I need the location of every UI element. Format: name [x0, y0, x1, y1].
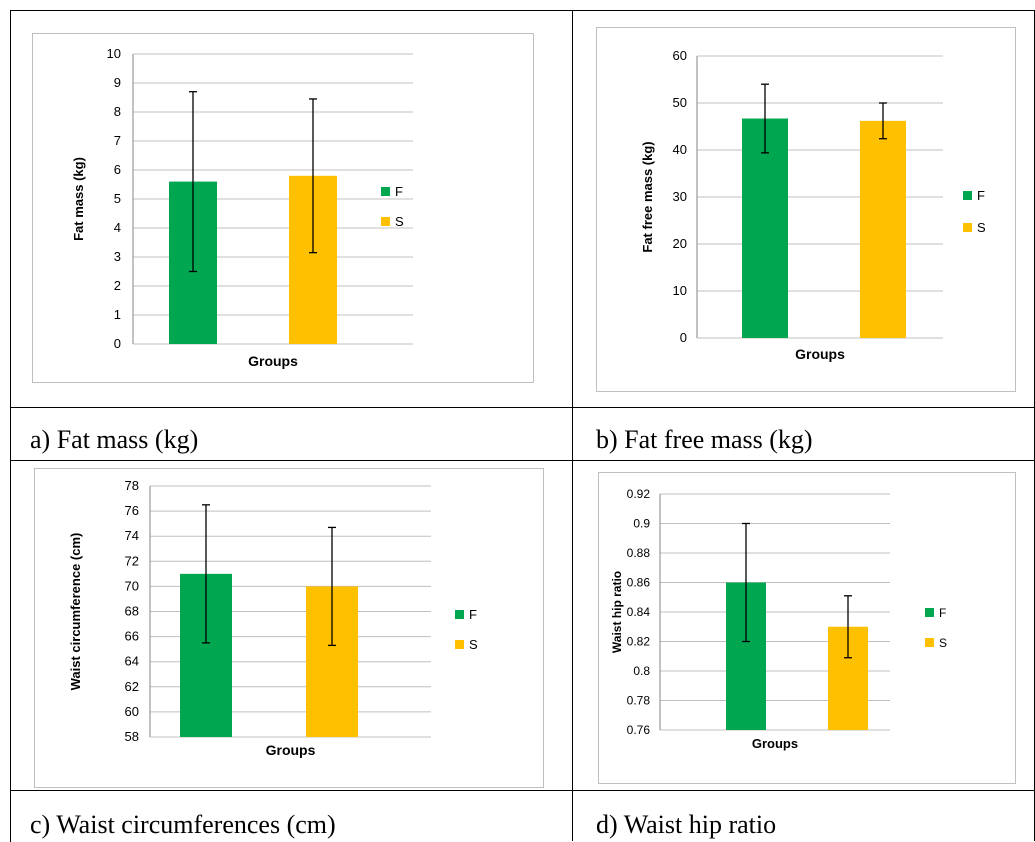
- y-tick-label: 7: [114, 133, 121, 148]
- legend-swatch-S: [963, 223, 972, 232]
- y-tick-label: 0.76: [627, 723, 651, 737]
- chart-panel-waist-circumference: 58 60 62 64 66 68 70 72 74 76 78 Groups Waist circum…: [34, 468, 544, 788]
- y-tick-label: 66: [125, 629, 139, 644]
- y-tick-label: 60: [673, 48, 687, 63]
- y-tick-label: 0: [680, 330, 687, 345]
- legend-label-S: S: [939, 636, 947, 650]
- y-tick-label: 9: [114, 75, 121, 90]
- y-tick-label: 0.84: [627, 605, 651, 619]
- y-tick-label: 60: [125, 704, 139, 719]
- legend-swatch-S: [925, 638, 934, 647]
- y-tick-label: 8: [114, 104, 121, 119]
- y-tick-label: 50: [673, 95, 687, 110]
- y-tick-label: 5: [114, 191, 121, 206]
- y-tick-label: 58: [125, 729, 139, 744]
- y-tick-label: 78: [125, 478, 139, 493]
- y-tick-label: 30: [673, 189, 687, 204]
- legend-swatch-F: [963, 191, 972, 200]
- legend-label-S: S: [395, 214, 404, 229]
- legend-label-S: S: [977, 220, 986, 235]
- y-tick-label: 0.8: [633, 664, 650, 678]
- caption-fat-mass: a) Fat mass (kg): [30, 425, 199, 454]
- chart-waist-hip-ratio: 0.76 0.78 0.8 0.82 0.84 0.86 0.88 0.9 0.92 Groups…: [610, 487, 947, 751]
- legend-label-F: F: [469, 607, 477, 622]
- y-tick-label: 0.9: [633, 517, 650, 531]
- y-axis-title: Waist circumference (cm): [68, 533, 83, 691]
- legend-swatch-F: [455, 610, 464, 619]
- y-tick-label: 74: [125, 528, 139, 543]
- y-tick-label: 0.86: [627, 576, 651, 590]
- chart-waist-circumference: 58 60 62 64 66 68 70 72 74 76 78 Groups Waist circum…: [68, 478, 478, 758]
- table-divider: [572, 10, 573, 841]
- y-tick-label: 4: [114, 220, 121, 235]
- chart-fat-free-mass: 0 10 20 30 40 50 60 Groups Fat free mass (kg) F S: [640, 48, 986, 362]
- y-axis-title: Waist hip ratio: [610, 571, 624, 653]
- legend-label-S: S: [469, 637, 478, 652]
- y-tick-label: 68: [125, 604, 139, 619]
- caption-fat-free-mass: b) Fat free mass (kg): [596, 425, 813, 454]
- chart-panel-fat-free-mass: 0 10 20 30 40 50 60 Groups Fat free mass (kg) F S: [596, 27, 1016, 392]
- x-axis-title: Groups: [795, 346, 845, 362]
- y-tick-label: 3: [114, 249, 121, 264]
- bar-F: [742, 118, 788, 338]
- y-axis-title: Fat mass (kg): [71, 157, 86, 241]
- chart-panel-fat-mass: 0 1 2 3 4 5 6 7 8 9 10 Groups Fat mass (kg) F S: [32, 33, 534, 383]
- y-axis-title: Fat free mass (kg): [640, 141, 655, 252]
- y-tick-label: 6: [114, 162, 121, 177]
- y-tick-label: 70: [125, 578, 139, 593]
- table-divider: [10, 790, 1035, 791]
- caption-waist-circumferences: c) Waist circumferences (cm): [30, 810, 336, 839]
- y-tick-label: 40: [673, 142, 687, 157]
- legend-swatch-F: [381, 187, 390, 196]
- y-tick-label: 0.82: [627, 635, 651, 649]
- y-tick-label: 0.92: [627, 487, 651, 501]
- x-axis-title: Groups: [248, 353, 298, 369]
- y-tick-label: 72: [125, 553, 139, 568]
- figure-table: [10, 10, 1035, 842]
- y-tick-label: 0.88: [627, 546, 651, 560]
- bar-S: [860, 120, 906, 338]
- legend-swatch-F: [925, 608, 934, 617]
- table-divider: [10, 460, 1035, 461]
- y-tick-label: 10: [107, 46, 121, 61]
- x-axis-title: Groups: [266, 742, 316, 758]
- y-tick-label: 2: [114, 278, 121, 293]
- x-axis-title: Groups: [752, 736, 798, 751]
- legend-swatch-S: [455, 640, 464, 649]
- y-tick-label: 0.78: [627, 694, 651, 708]
- y-tick-label: 20: [673, 236, 687, 251]
- chart-panel-waist-hip-ratio: 0.76 0.78 0.8 0.82 0.84 0.86 0.88 0.9 0.92 Groups…: [598, 472, 1016, 784]
- chart-fat-mass: 0 1 2 3 4 5 6 7 8 9 10 Groups Fat mass (kg) FS: [71, 46, 413, 369]
- table-divider: [10, 407, 1035, 408]
- legend-label-F: F: [977, 188, 985, 203]
- y-tick-label: 62: [125, 679, 139, 694]
- y-tick-label: 76: [125, 503, 139, 518]
- y-tick-label: 64: [125, 654, 139, 669]
- caption-waist-hip-ratio: d) Waist hip ratio: [596, 810, 777, 839]
- legend-swatch-S: [381, 217, 390, 226]
- y-tick-label: 1: [114, 307, 121, 322]
- legend-label-F: F: [395, 184, 403, 199]
- y-tick-label: 0: [114, 336, 121, 351]
- legend-label-F: F: [939, 606, 946, 620]
- y-tick-label: 10: [673, 283, 687, 298]
